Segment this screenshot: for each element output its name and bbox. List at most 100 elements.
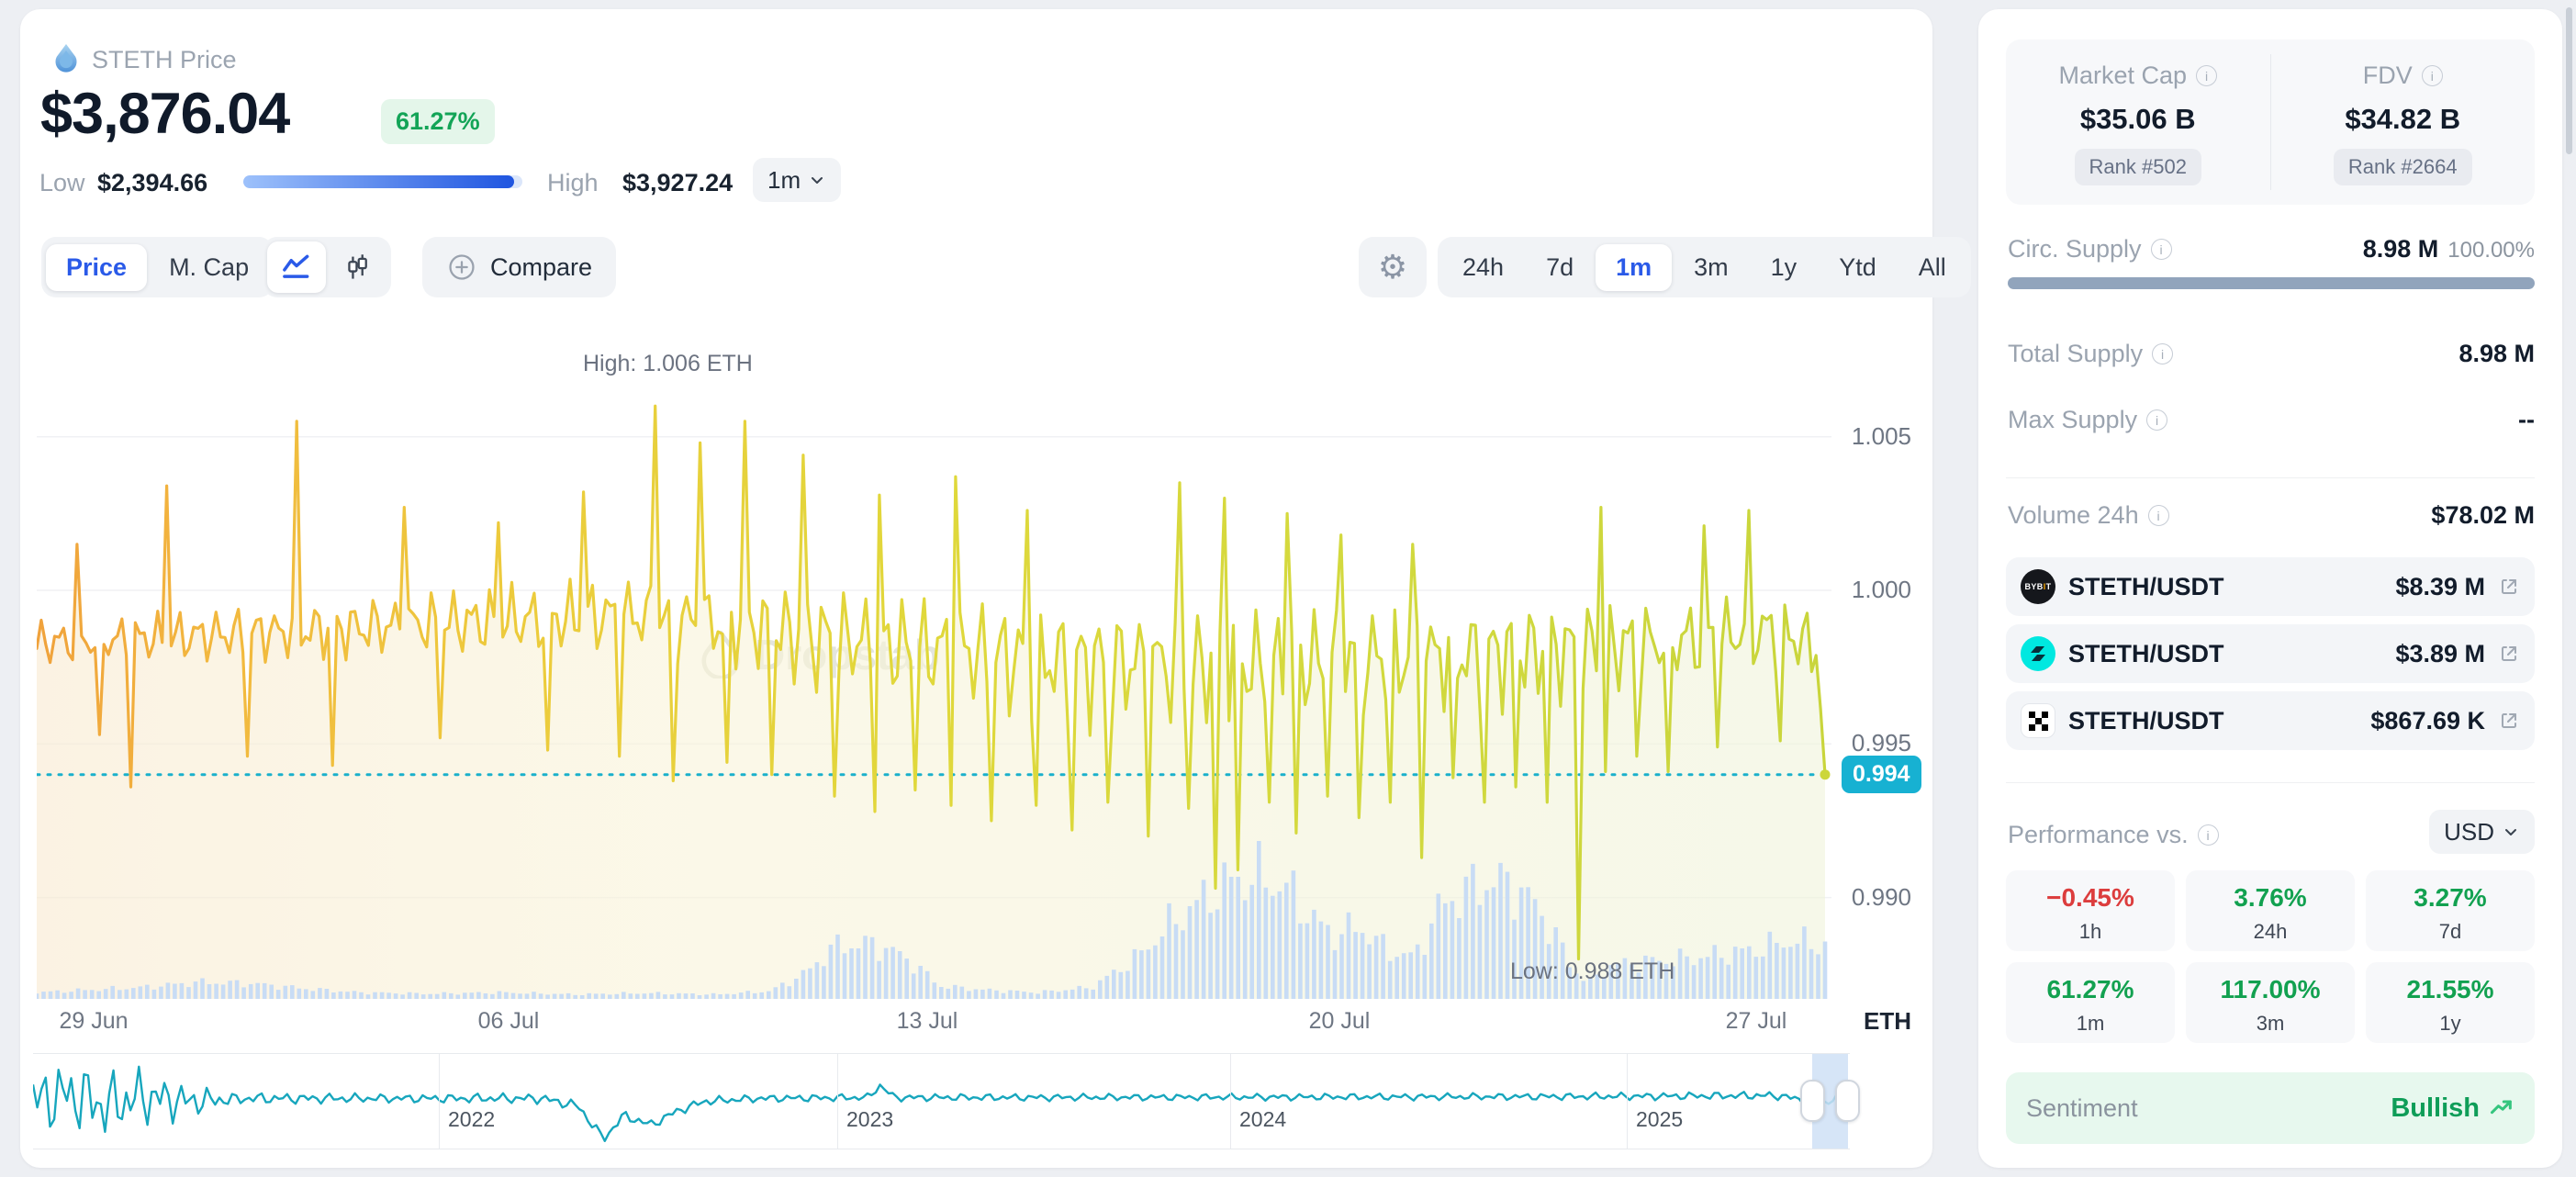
trending-up-icon: [2490, 1100, 2512, 1115]
mcap-tab[interactable]: M. Cap: [149, 244, 269, 291]
circ-supply-value: 8.98 M: [2362, 235, 2439, 263]
chart-settings-button[interactable]: ⚙: [1359, 237, 1427, 297]
info-icon[interactable]: i: [2421, 65, 2443, 86]
performance-currency-value: USD: [2444, 817, 2494, 846]
external-link-icon[interactable]: [2498, 710, 2520, 732]
current-price-badge: 0.994: [1842, 755, 1921, 793]
volume-24h-value: $78.02 M: [2431, 501, 2535, 529]
low-value: $2,394.66: [97, 169, 208, 196]
year-gridline: [1230, 1054, 1231, 1149]
max-supply-value: --: [2518, 406, 2535, 433]
high-value: $3,927.24: [622, 169, 734, 196]
marketcap-fdv-box: Market Cap i $35.06 B Rank #502 FDV i $34.…: [2006, 39, 2535, 205]
volume-24h-row: Volume 24h i: [2008, 501, 2169, 530]
circ-supply-label: Circ. Supply: [2008, 235, 2142, 263]
info-icon[interactable]: i: [2146, 409, 2168, 431]
range-1y[interactable]: 1y: [1751, 244, 1818, 291]
range-all[interactable]: All: [1898, 244, 1966, 291]
bybit-exchange-icon: BYBIT: [2021, 569, 2055, 604]
pair-row-bitget[interactable]: STETH/USDT $3.89 M: [2006, 624, 2535, 683]
info-icon[interactable]: i: [2197, 824, 2219, 846]
y-axis-tick: 1.000: [1851, 575, 1911, 603]
x-axis-tick: 13 Jul: [896, 1008, 958, 1034]
performance-label: Performance vs.: [2008, 821, 2189, 848]
timeline-minimap[interactable]: 2022 2023 2024 2025: [33, 1053, 1860, 1149]
low-label: Low: [39, 169, 85, 196]
time-range-selector: 24h 7d 1m 3m 1y Ytd All: [1438, 237, 1971, 297]
info-icon[interactable]: i: [2152, 343, 2174, 364]
fdv-block: FDV i $34.82 B Rank #2664: [2271, 39, 2536, 205]
section-divider: [2006, 477, 2535, 478]
y-axis-tick: 1.005: [1851, 421, 1911, 450]
perf-cell-7d: 3.27% 7d: [2366, 870, 2535, 951]
x-axis-tick: 27 Jul: [1725, 1008, 1787, 1034]
range-ytd[interactable]: Ytd: [1819, 244, 1897, 291]
range-period-dropdown[interactable]: 1m: [753, 158, 842, 202]
pair-name: STETH/USDT: [2068, 706, 2224, 734]
year-label: 2022: [448, 1107, 496, 1131]
range-1m[interactable]: 1m: [1596, 243, 1673, 291]
pair-row-bybit[interactable]: BYBIT STETH/USDT $8.39 M: [2006, 557, 2535, 616]
info-icon[interactable]: i: [2196, 65, 2218, 86]
low-high-range-bar: [243, 175, 522, 188]
price-chart-card: STETH Price $3,876.04 61.27% Low $2,394.…: [20, 9, 1971, 1168]
plus-circle-icon: [449, 254, 475, 280]
candlestick-icon: [348, 254, 367, 279]
external-link-icon[interactable]: [2498, 643, 2520, 665]
range-period-value: 1m: [767, 165, 801, 194]
year-gridline: [1627, 1054, 1628, 1149]
volume-24h-label: Volume 24h: [2008, 501, 2139, 529]
high-annotation: High: 1.006 ETH: [583, 351, 753, 376]
compare-label: Compare: [490, 252, 593, 281]
y-axis-tick: 0.995: [1851, 729, 1911, 757]
x-axis-tick: 06 Jul: [477, 1008, 540, 1034]
circ-supply-pct: 100.00%: [2447, 238, 2535, 263]
fdv-value: $34.82 B: [2345, 103, 2461, 135]
market-cap-block: Market Cap i $35.06 B Rank #502: [2006, 39, 2270, 205]
pair-volume: $867.69 K: [2370, 706, 2485, 734]
range-3m[interactable]: 3m: [1674, 244, 1749, 291]
perf-cell-1y: 21.55% 1y: [2366, 962, 2535, 1043]
sentiment-row: Sentiment Bullish: [2006, 1072, 2535, 1144]
perf-cell-1m: 61.27% 1m: [2006, 962, 2175, 1043]
line-chart-button[interactable]: [267, 241, 326, 293]
perf-cell-1h: −0.45% 1h: [2006, 870, 2175, 951]
minimap-right-handle[interactable]: [1835, 1080, 1860, 1122]
high-label: High: [547, 169, 599, 196]
pair-name: STETH/USDT: [2068, 572, 2224, 600]
performance-header: Performance vs. i: [2008, 821, 2219, 849]
pair-row-okx[interactable]: STETH/USDT $867.69 K: [2006, 691, 2535, 750]
max-supply-label: Max Supply: [2008, 406, 2138, 433]
range-24h[interactable]: 24h: [1442, 244, 1524, 291]
total-supply-label: Total Supply: [2008, 340, 2144, 367]
year-label: 2023: [846, 1107, 894, 1131]
minimap-left-handle[interactable]: [1800, 1080, 1825, 1122]
line-chart-icon: [283, 254, 309, 278]
range-7d[interactable]: 7d: [1526, 244, 1594, 291]
circ-supply-row: Circ. Supply i: [2008, 235, 2172, 263]
circ-supply-values: 8.98 M 100.00%: [2363, 235, 2535, 263]
page-title: STETH Price: [92, 46, 237, 73]
external-link-icon[interactable]: [2498, 576, 2520, 598]
pair-volume: $8.39 M: [2395, 572, 2485, 600]
candlestick-chart-button[interactable]: [328, 241, 386, 293]
performance-currency-dropdown[interactable]: USD: [2429, 810, 2535, 854]
section-divider: [2006, 782, 2535, 783]
currency-unit-label: ETH: [1864, 1007, 1911, 1035]
compare-button[interactable]: Compare: [422, 237, 617, 297]
info-icon[interactable]: i: [2150, 239, 2172, 260]
market-cap-value: $35.06 B: [2079, 103, 2196, 135]
price-chart-plot[interactable]: [37, 360, 1831, 999]
price-tab[interactable]: Price: [46, 243, 148, 291]
page-scrollbar-thumb[interactable]: [2566, 7, 2572, 154]
fdv-rank-badge: Rank #2664: [2333, 149, 2472, 185]
total-supply-row: Total Supply i: [2008, 340, 2174, 368]
gear-icon: ⚙: [1377, 248, 1408, 286]
market-cap-rank-badge: Rank #502: [2074, 149, 2201, 185]
info-icon[interactable]: i: [2147, 505, 2169, 526]
sentiment-label: Sentiment: [2026, 1093, 2138, 1122]
year-gridline: [439, 1054, 440, 1149]
total-supply-value: 8.98 M: [2458, 340, 2535, 367]
chevron-down-icon: [2505, 829, 2516, 835]
chevron-down-icon: [812, 177, 823, 184]
